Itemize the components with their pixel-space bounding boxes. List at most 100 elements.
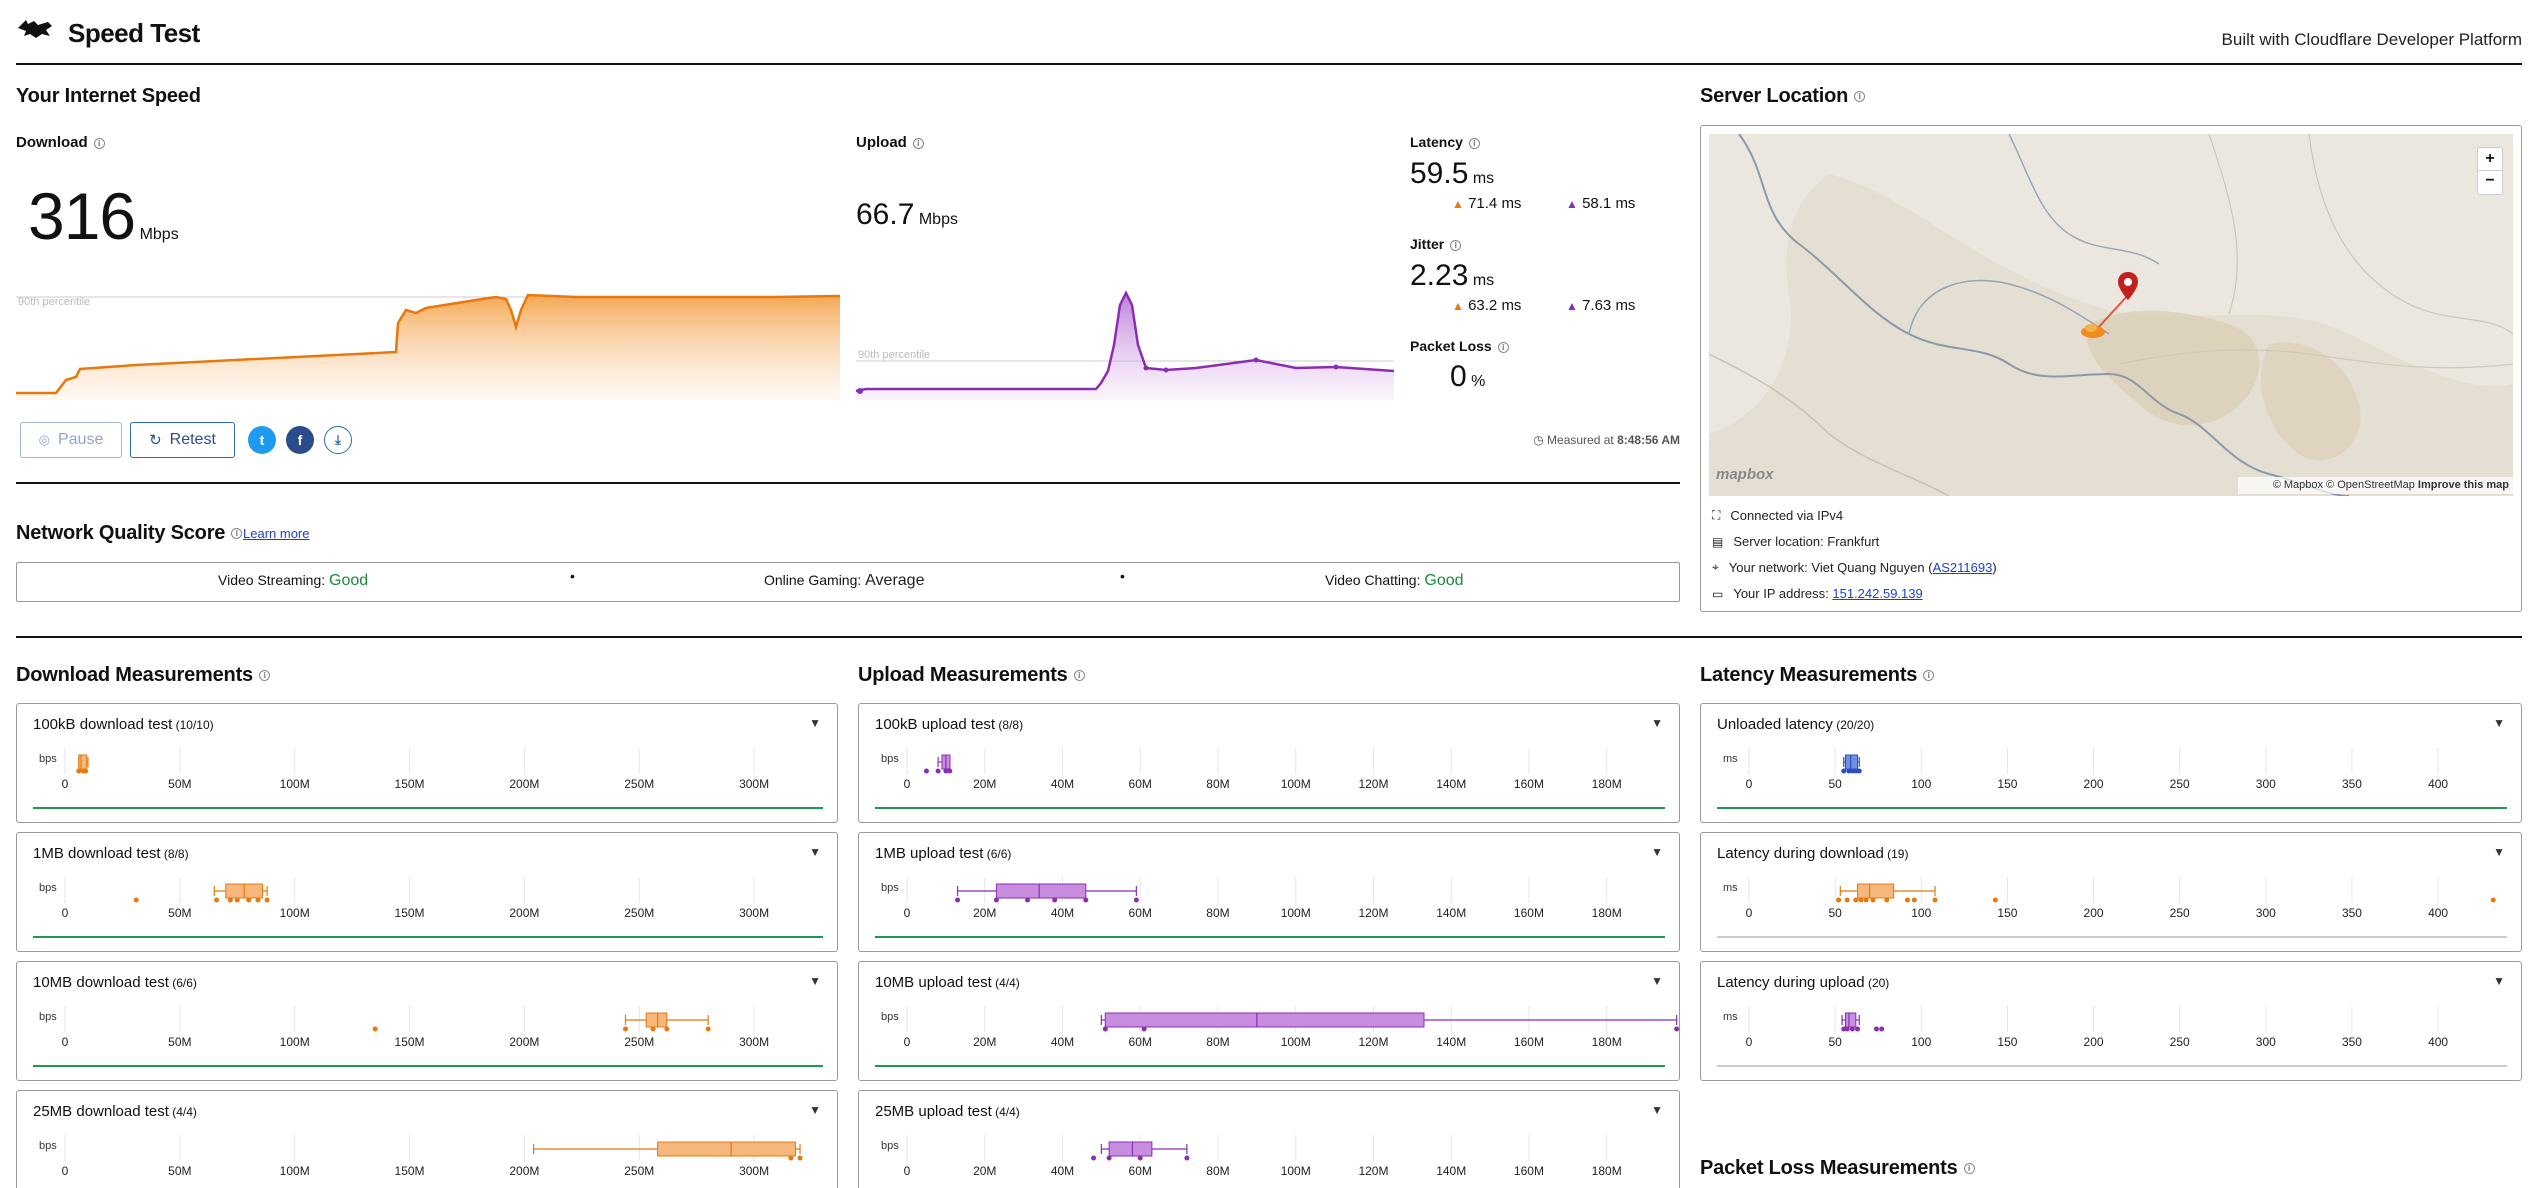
quality-title: Network Quality Score i	[16, 522, 243, 545]
speed-section-title: Your Internet Speed	[16, 85, 201, 107]
chevron-down-icon[interactable]: ▼	[809, 974, 821, 988]
data-point	[664, 1026, 670, 1032]
upload-info-icon[interactable]: i	[912, 137, 924, 149]
quality-info-icon[interactable]: i	[231, 528, 243, 540]
ip-link[interactable]: 151.242.59.139	[1832, 586, 1923, 601]
measurement-card[interactable]: 25MB upload test (4/4) ▼ bps 0 20M 40M 60M 80M 1…	[858, 1090, 1680, 1188]
main-divider	[16, 636, 2522, 638]
tick-label: 50M	[168, 906, 191, 920]
tick-label: 0	[904, 1164, 911, 1178]
tick-label: 50	[1828, 777, 1842, 791]
tick-label: 400	[2428, 1035, 2448, 1049]
chevron-down-icon[interactable]: ▼	[2493, 974, 2505, 988]
test-count: (10/10)	[172, 718, 214, 732]
tick-label: 160M	[1514, 1035, 1544, 1049]
learn-more-link[interactable]: Learn more	[243, 526, 310, 541]
chevron-down-icon[interactable]: ▼	[1651, 845, 1663, 859]
packet-loss-info-icon[interactable]: i	[1497, 341, 1509, 353]
box-plot: ms 0 50 100 150 200 250 300 350 400	[1717, 748, 2507, 809]
data-point	[1137, 1155, 1143, 1161]
jitter-download-value: ▲ 63.2 ms	[1452, 297, 1522, 314]
measurement-card[interactable]: Latency during upload (20) ▼ ms 0 50 100 150 20…	[1700, 961, 2522, 1081]
chevron-down-icon[interactable]: ▼	[809, 1103, 821, 1117]
as-link[interactable]: AS211693	[1932, 560, 1993, 575]
chevron-down-icon[interactable]: ▼	[2493, 845, 2505, 859]
measurement-card[interactable]: 25MB download test (4/4) ▼ bps 0 50M 100M 150M…	[16, 1090, 838, 1188]
download-info-icon[interactable]: i	[93, 137, 105, 149]
measurement-card[interactable]: 100kB upload test (8/8) ▼ bps 0 20M 40M 60M 80M…	[858, 703, 1680, 823]
chevron-down-icon[interactable]: ▼	[1651, 1103, 1663, 1117]
zoom-out-button[interactable]: −	[2477, 171, 2503, 195]
chevron-down-icon[interactable]: ▼	[1651, 974, 1663, 988]
facebook-share-icon[interactable]: f	[286, 426, 314, 454]
data-point	[788, 1155, 794, 1161]
measurement-card-title: 10MB download test (6/6)	[33, 974, 197, 991]
data-point	[227, 897, 233, 903]
lat-measure-info-icon[interactable]: i	[1923, 670, 1935, 682]
chevron-down-icon[interactable]: ▼	[2493, 716, 2505, 730]
measurement-card[interactable]: 10MB upload test (4/4) ▼ bps 0 20M 40M 60M 80M 1…	[858, 961, 1680, 1081]
data-point	[1141, 1026, 1147, 1032]
user-location-icon	[2080, 322, 2106, 338]
test-count: (8/8)	[995, 718, 1024, 732]
tick-label: 100	[1911, 906, 1931, 920]
test-count: (6/6)	[983, 847, 1012, 861]
tick-label: 100M	[280, 1035, 310, 1049]
built-with-link[interactable]: Built with Cloudflare Developer Platform	[2221, 30, 2522, 49]
test-name: 10MB download test	[33, 974, 169, 991]
packet-measure-info-icon[interactable]: i	[1963, 1163, 1975, 1175]
latency-measurements-title: Latency Measurements i	[1700, 664, 1935, 687]
ul-measure-info-icon[interactable]: i	[1073, 670, 1085, 682]
retest-button[interactable]: ↻ Retest	[130, 422, 235, 458]
chevron-down-icon[interactable]: ▼	[1651, 716, 1663, 730]
chevron-down-icon[interactable]: ▼	[809, 716, 821, 730]
latency-info-icon[interactable]: i	[1468, 137, 1480, 149]
measurement-card[interactable]: Latency during download (19) ▼ ms 0 50 100 150…	[1700, 832, 2522, 952]
data-point	[1863, 897, 1869, 903]
box-plot: bps 0 50M 100M 150M 200M 250M 300M	[33, 877, 823, 938]
measurement-card[interactable]: 100kB download test (10/10) ▼ bps 0 50M 100M 1…	[16, 703, 838, 823]
tick-label: 200M	[509, 1035, 539, 1049]
measurement-card[interactable]: Unloaded latency (20/20) ▼ ms 0 50 100 150 200 2…	[1700, 703, 2522, 823]
tick-label: 140M	[1436, 906, 1466, 920]
tick-label: 150M	[395, 1164, 425, 1178]
measurement-card[interactable]: 1MB download test (8/8) ▼ bps 0 50M 100M 150M 2…	[16, 832, 838, 952]
box	[1108, 1141, 1153, 1157]
tick-label: 0	[904, 777, 911, 791]
map-attribution[interactable]: © Mapbox © OpenStreetMap Improve this ma…	[2238, 477, 2513, 494]
tick-label: 400	[2428, 906, 2448, 920]
server-map[interactable]	[1709, 134, 2513, 496]
download-results-icon[interactable]: ⤓	[324, 426, 352, 454]
dl-measure-info-icon[interactable]: i	[258, 670, 270, 682]
data-point	[1025, 897, 1031, 903]
data-point	[1836, 897, 1842, 903]
tick-label: 40M	[1051, 1164, 1074, 1178]
data-point	[246, 897, 252, 903]
zoom-in-button[interactable]: +	[2477, 147, 2503, 171]
pause-button[interactable]: ◎ Pause	[20, 422, 122, 458]
test-count: (8/8)	[160, 847, 189, 861]
upload-percentile-label: 90th percentile	[858, 349, 931, 361]
server-info-icon[interactable]: i	[1854, 91, 1866, 103]
measurement-card-title: 1MB upload test (6/6)	[875, 845, 1011, 862]
app-title[interactable]: Speed Test	[68, 18, 200, 48]
data-point	[2490, 897, 2496, 903]
jitter-info-icon[interactable]: i	[1450, 239, 1462, 251]
data-point	[1844, 1026, 1850, 1032]
measurement-card[interactable]: 10MB download test (6/6) ▼ bps 0 50M 100M 150M…	[16, 961, 838, 1081]
download-chart	[16, 285, 841, 400]
tick-label: 150	[1997, 1035, 2017, 1049]
test-count: (4/4)	[168, 1105, 197, 1119]
tick-label: 150M	[395, 777, 425, 791]
mapbox-logo[interactable]: mapbox	[1716, 466, 1774, 483]
tick-label: 300	[2256, 906, 2276, 920]
tick-label: 300	[2256, 1035, 2276, 1049]
chevron-down-icon[interactable]: ▼	[809, 845, 821, 859]
tick-label: 200M	[509, 777, 539, 791]
tick-label: 20M	[973, 1164, 996, 1178]
jitter-upload-value: ▲ 7.63 ms	[1566, 297, 1636, 314]
twitter-share-icon[interactable]: t	[248, 426, 276, 454]
download-value: 316 Mbps	[28, 179, 179, 253]
map-pin-icon	[2118, 272, 2138, 300]
measurement-card[interactable]: 1MB upload test (6/6) ▼ bps 0 20M 40M 60M 80M 10…	[858, 832, 1680, 952]
